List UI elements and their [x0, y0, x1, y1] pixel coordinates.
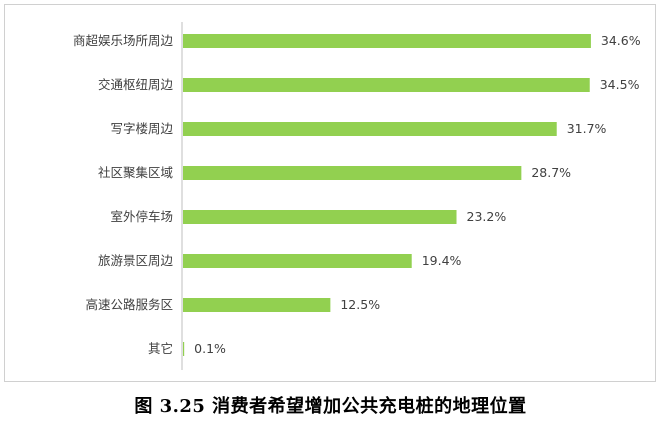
data-label: 34.5% — [600, 77, 640, 92]
bar — [183, 78, 590, 92]
data-label: 12.5% — [340, 297, 380, 312]
data-label: 19.4% — [422, 253, 462, 268]
category-label: 商超娱乐场所周边 — [73, 33, 174, 48]
data-label: 23.2% — [467, 209, 507, 224]
bar — [183, 342, 185, 356]
bar — [183, 166, 522, 180]
category-label: 其它 — [148, 341, 173, 356]
category-label: 高速公路服务区 — [85, 297, 173, 312]
category-label: 写字楼周边 — [110, 121, 173, 136]
category-label: 社区聚集区域 — [98, 165, 173, 180]
bar — [183, 298, 331, 312]
chart-frame — [4, 4, 656, 382]
bar — [183, 254, 412, 268]
category-label: 室外停车场 — [110, 209, 173, 224]
bar — [183, 210, 457, 224]
figure-caption: 图 3.25 消费者希望增加公共充电桩的地理位置 — [134, 396, 527, 417]
category-label: 交通枢纽周边 — [98, 77, 174, 92]
bar — [183, 34, 591, 48]
data-label: 0.1% — [194, 341, 226, 356]
category-label: 旅游景区周边 — [98, 253, 174, 268]
data-label: 28.7% — [531, 165, 571, 180]
bar — [183, 122, 557, 136]
bar-chart: 商超娱乐场所周边 34.6% 交通枢纽周边 34.5% 写字楼周边 31.7% 社区聚集区域… — [73, 22, 641, 370]
data-label: 31.7% — [567, 121, 607, 136]
data-label: 34.6% — [601, 33, 641, 48]
